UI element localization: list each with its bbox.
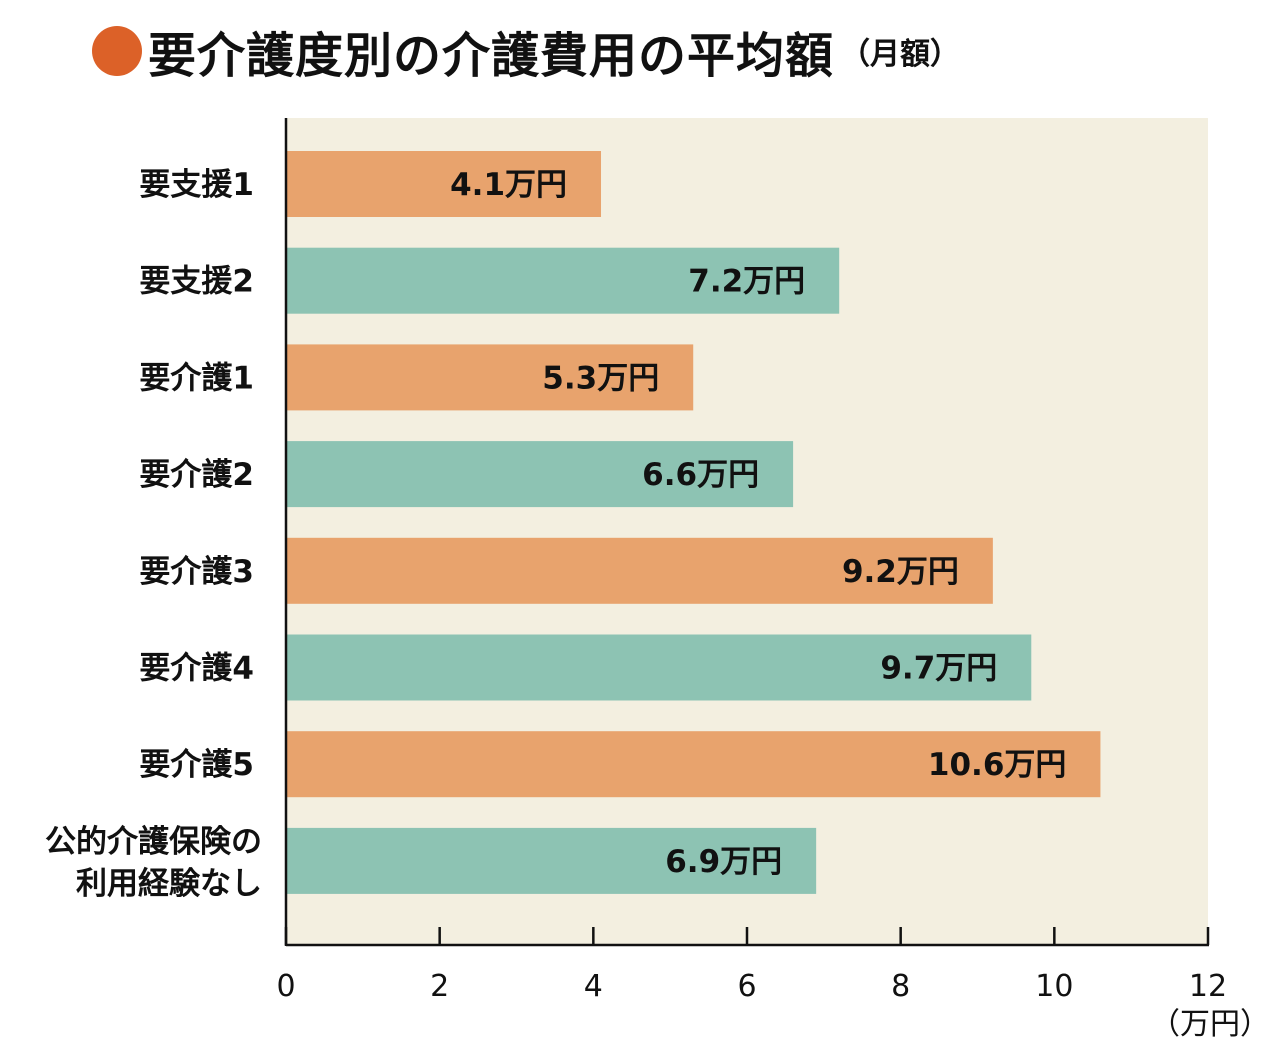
x-tick-label: 10	[1035, 969, 1073, 1004]
title-subtitle: （月額）	[840, 37, 961, 72]
x-tick-label: 12	[1189, 969, 1227, 1004]
bar	[286, 344, 694, 411]
x-tick-label: 2	[430, 969, 449, 1004]
data-label: 9.2万円	[842, 554, 959, 590]
category-label: 要介護4	[139, 651, 254, 687]
bar	[286, 247, 840, 314]
category-label: 要支援1	[139, 167, 254, 203]
data-label: 6.6万円	[642, 457, 759, 493]
category-label: 要支援2	[139, 264, 254, 300]
data-label: 7.2万円	[688, 264, 805, 300]
bar	[286, 151, 602, 217]
category-label: 要介護2	[139, 457, 254, 493]
category-label-line: 利用経験なし	[76, 866, 262, 902]
bar	[286, 634, 1032, 701]
category-label: 公的介護保険の利用経験なし	[45, 824, 262, 902]
data-label: 9.7万円	[880, 651, 997, 687]
plot-background	[286, 118, 1208, 945]
data-label: 6.9万円	[665, 844, 782, 880]
title-text: 要介護度別の介護費用の平均額	[148, 28, 835, 84]
x-tick-label: 4	[584, 969, 603, 1004]
category-label: 要介護3	[139, 554, 254, 590]
data-label: 10.6万円	[928, 747, 1067, 783]
x-axis-unit: （万円）	[1150, 1007, 1270, 1042]
title-bullet-icon	[92, 26, 142, 76]
x-tick-label: 8	[891, 969, 910, 1004]
category-label: 要介護1	[139, 360, 254, 396]
category-label: 要介護5	[139, 747, 254, 783]
bar	[286, 827, 817, 894]
chart-title: 要介護度別の介護費用の平均額 （月額）	[92, 16, 960, 86]
bar	[286, 537, 993, 604]
x-tick-label: 6	[737, 969, 756, 1004]
data-label: 5.3万円	[542, 360, 659, 396]
category-label-line: 公的介護保険の	[45, 824, 262, 860]
x-tick-label: 0	[276, 969, 295, 1004]
data-label: 4.1万円	[450, 167, 567, 203]
bar	[286, 441, 794, 508]
bar	[286, 731, 1101, 798]
